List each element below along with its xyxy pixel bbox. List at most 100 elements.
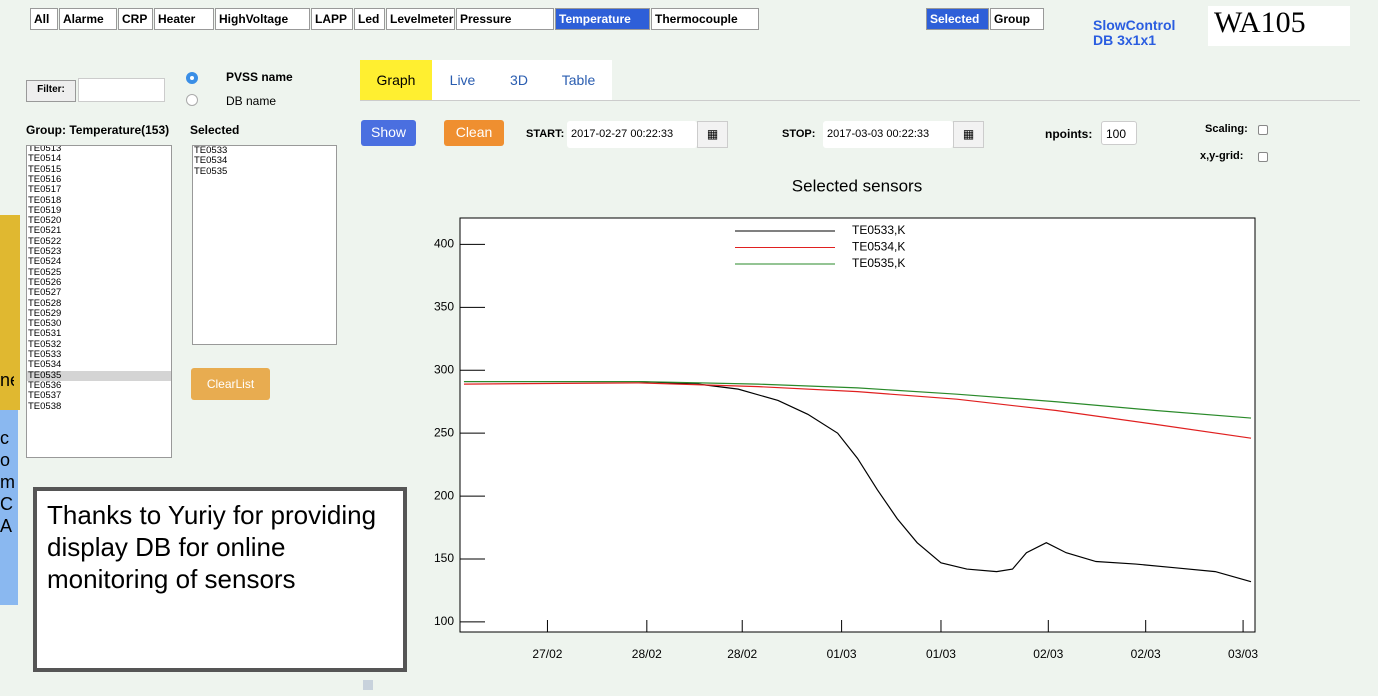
list-item[interactable]: TE0532 [28,338,62,350]
note-box: Thanks to Yuriy for providing display DB… [33,487,407,672]
toolbar-button[interactable]: Alarme [59,8,117,30]
list-item[interactable]: TE0524 [28,256,62,268]
scroll-marker [363,680,373,690]
stop-label: STOP: [782,128,816,140]
list-item[interactable]: TE0535 [194,165,228,177]
side-text: A [0,516,13,536]
x-tick-label: 02/03 [1033,647,1063,661]
list-item[interactable]: TE0537 [28,390,62,402]
filter-label: Filter: [26,80,76,102]
mode-button[interactable]: Group [990,8,1044,30]
list-item[interactable]: TE0522 [28,235,62,247]
toolbar-button[interactable]: Thermocouple [651,8,759,30]
npoints-field[interactable]: 100 [1101,121,1137,145]
list-item[interactable]: TE0513 [28,145,62,154]
legend-label: TE0535,K [852,256,905,270]
clean-button[interactable]: Clean [444,120,504,146]
list-item[interactable]: TE0520 [28,215,62,227]
list-item[interactable]: TE0521 [28,225,62,237]
radio[interactable] [186,94,198,106]
scaling-label: Scaling: [1205,123,1248,135]
series-line [463,380,1252,419]
toolbar-button[interactable]: Temperature [555,8,650,30]
calendar[interactable]: ▦ [953,121,984,148]
list-item[interactable]: TE0529 [28,307,62,319]
list-item[interactable]: TE0515 [28,163,62,175]
toolbar-button[interactable]: Pressure [456,8,554,30]
list-item[interactable]: TE0528 [28,297,62,309]
tab[interactable]: 3D [493,60,545,100]
list-item[interactable]: TE0530 [28,318,62,330]
side-text: o [0,450,11,470]
radio[interactable] [186,72,198,84]
radio-label: DB name [226,94,277,108]
tab[interactable]: Table [545,60,612,100]
x-tick-label: 28/02 [632,647,662,661]
list-item[interactable]: TE0535 [27,370,171,381]
list-item[interactable]: TE0527 [28,287,62,299]
x-tick-label: 27/02 [532,647,562,661]
list-item[interactable]: TE0526 [28,276,62,288]
selected-list[interactable]: TE0533 TE0534 TE0535 [192,145,337,345]
checkbox[interactable] [1258,152,1268,162]
toolbar-button[interactable]: All [30,8,58,30]
group-label: Group: Temperature(153) [26,123,170,137]
list-item[interactable]: TE0519 [28,204,62,216]
series-line [463,382,1252,439]
calendar[interactable]: ▦ [697,121,728,148]
list-item[interactable]: TE0523 [28,246,62,257]
y-tick-label: 400 [434,237,454,251]
y-tick-label: 300 [434,362,454,376]
x-tick-label: 28/02 [727,647,757,661]
clear-button[interactable]: ClearList [191,368,270,400]
list-item[interactable]: TE0533 [28,349,62,360]
logo: WA105 [1208,6,1350,46]
group-list[interactable]: TE0513 TE0514 TE0515 TE0516 TE0517 TE0518 TE05… [26,145,172,458]
show-button[interactable]: Show [361,120,416,146]
y-tick-label: 350 [434,300,454,314]
y-tick-label: 150 [434,551,454,565]
list-item[interactable]: TE0516 [28,173,62,185]
list-item[interactable]: TE0534 [194,155,228,167]
toolbar-button[interactable]: Led [354,8,385,30]
toolbar-button[interactable]: Heater [154,8,214,30]
list-item[interactable]: TE0518 [28,194,62,206]
x-tick-label: 01/03 [827,647,857,661]
toolbar-button[interactable]: Levelmeter [386,8,455,30]
list-item[interactable]: TE0538 [28,400,62,412]
mode-button[interactable]: Selected [926,8,989,30]
x-tick-label: 01/03 [926,647,956,661]
chart-title: Selected sensors [792,176,922,195]
checkbox[interactable] [1258,125,1268,135]
y-tick-label: 100 [434,614,454,628]
side-strip [0,410,18,605]
list-item[interactable]: TE0534 [28,359,62,371]
x-tick-label: 02/03 [1131,647,1161,661]
list-item[interactable]: TE0531 [28,328,62,340]
list-item[interactable]: TE0517 [28,184,62,196]
start-label: START: [526,128,565,140]
npoints-label: npoints: [1045,127,1093,141]
toolbar-button[interactable]: CRP [118,8,153,30]
toolbar-button[interactable]: HighVoltage [215,8,310,30]
brand: SlowControl [1093,17,1176,33]
radio-label: PVSS name [226,70,293,84]
side-text: ne [0,370,14,390]
filter-input[interactable] [78,78,165,102]
list-item[interactable]: TE0536 [28,379,62,391]
stop-field[interactable]: 2017-03-03 00:22:33 [823,121,953,148]
y-tick-label: 200 [434,488,454,502]
y-tick-label: 250 [434,425,454,439]
toolbar-button[interactable]: LAPP [311,8,353,30]
tab[interactable]: Live [432,60,493,100]
series-line [463,380,1252,583]
start-field[interactable]: 2017-02-27 00:22:33 [567,121,697,148]
list-item[interactable]: TE0533 [194,145,228,156]
legend-label: TE0533,K [852,223,905,237]
list-item[interactable]: TE0514 [28,153,62,165]
tab[interactable]: Graph [360,60,432,100]
side-strip [0,215,20,410]
selected-label: Selected [190,123,240,137]
list-item[interactable]: TE0525 [28,266,62,278]
